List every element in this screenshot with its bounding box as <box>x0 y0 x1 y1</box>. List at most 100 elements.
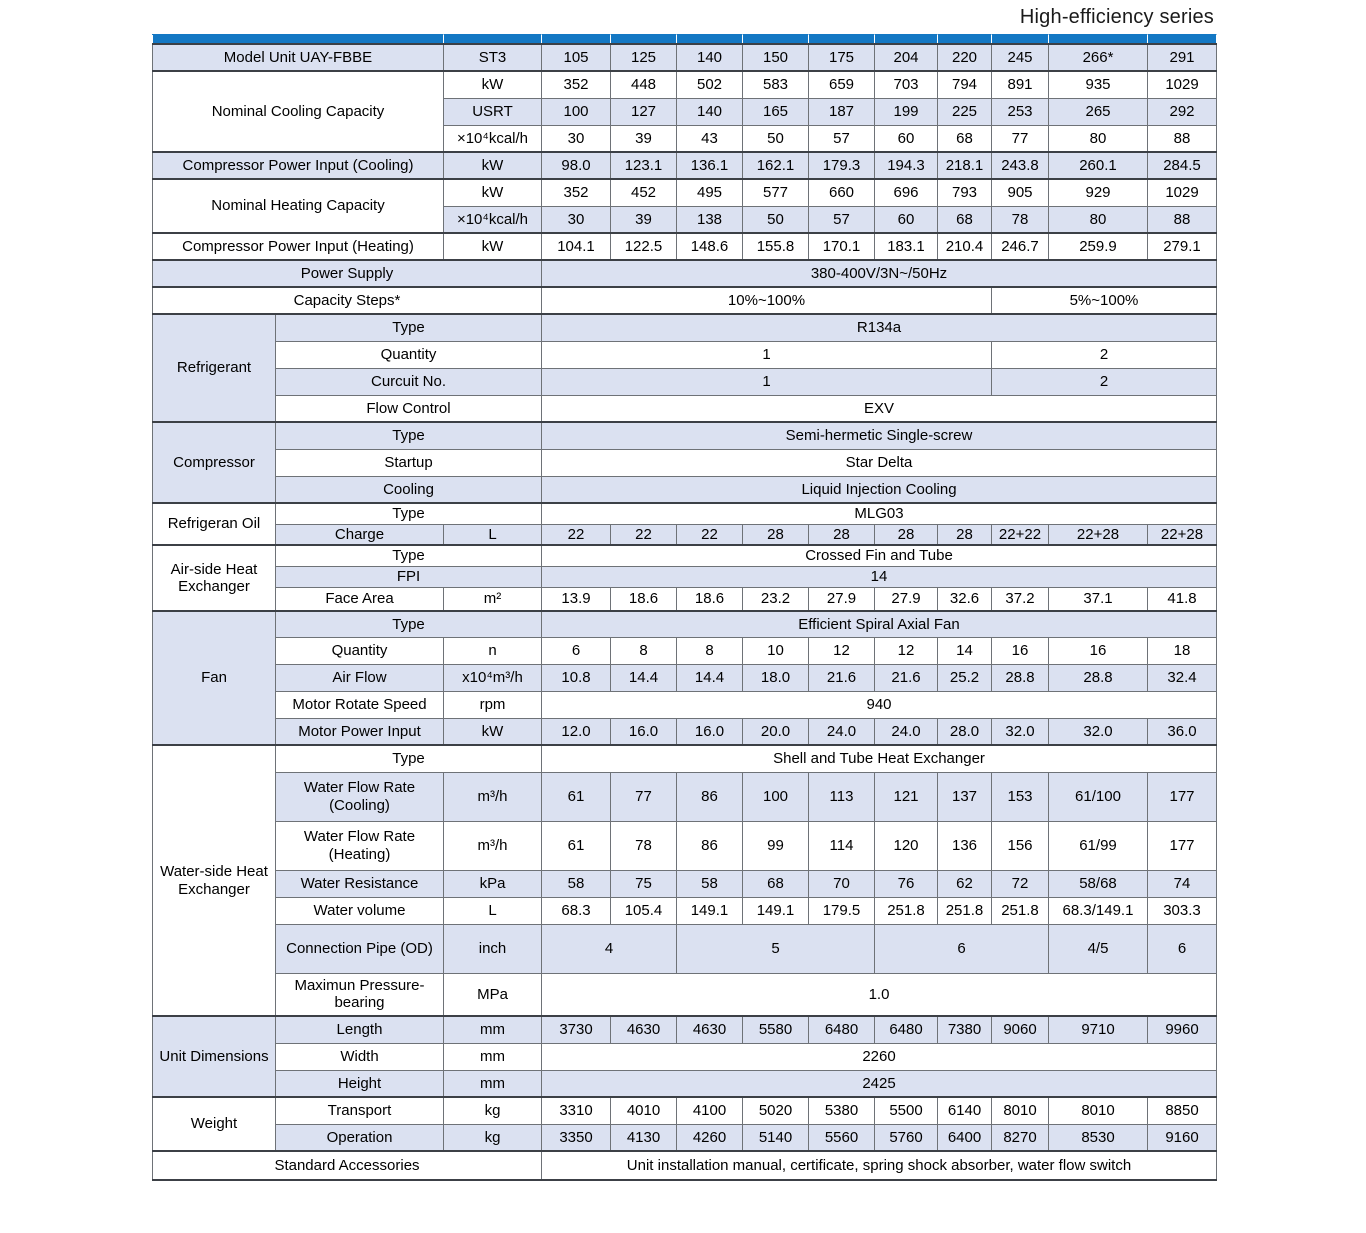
row-label: Type <box>275 744 542 773</box>
value-cell: 5500 <box>874 1096 938 1125</box>
value-cell: 80 <box>1048 205 1148 234</box>
value-cell: 3730 <box>541 1015 611 1044</box>
value-cell: 68 <box>937 205 992 234</box>
table-row: Standard Accessories Unit installation ma… <box>152 1150 1217 1181</box>
value-cell: 136 <box>937 820 992 871</box>
value-cell: 935 <box>1048 70 1148 99</box>
value-cell: 140 <box>676 97 743 126</box>
value-cell: 18.0 <box>742 663 809 692</box>
value-cell: 75 <box>610 869 677 898</box>
accent-bar-segment <box>541 34 611 45</box>
value-cell: 793 <box>937 178 992 207</box>
row-label: Cooling <box>275 475 542 504</box>
row-label: Type <box>275 544 542 567</box>
value-cell: 98.0 <box>541 151 611 180</box>
value-cell: 4260 <box>676 1123 743 1152</box>
accent-bar-segment <box>443 34 542 45</box>
value-cell: 696 <box>874 178 938 207</box>
row-label: Motor Rotate Speed <box>275 690 444 719</box>
value-cell: 292 <box>1147 97 1217 126</box>
value-cell: 18 <box>1147 636 1217 665</box>
table-row: Compressor Power Input (Cooling) kW 98.0 12… <box>152 151 1217 180</box>
row-label: Type <box>275 502 542 525</box>
table-row: Refrigerant Type R134a <box>152 313 1217 423</box>
value-cell: 7380 <box>937 1015 992 1044</box>
value-cell: 61 <box>541 820 611 871</box>
value-cell: 43 <box>676 124 743 153</box>
value-cell: 23.2 <box>742 586 809 612</box>
value-cell: 12 <box>808 636 875 665</box>
value-cell: 703 <box>874 70 938 99</box>
value-cell: 577 <box>742 178 809 207</box>
row-label: Water Resistance <box>275 869 444 898</box>
unit-cell: mm <box>443 1015 542 1044</box>
value-cell: 4010 <box>610 1096 677 1125</box>
value-cell: 4 <box>541 923 677 974</box>
table-row: Water Flow Rate (Heating) m³/h 61 78 86 99 114… <box>152 820 1217 871</box>
value-cell: 204 <box>874 43 938 72</box>
value-cell: 28.8 <box>1048 663 1148 692</box>
value-cell: 28 <box>937 523 992 546</box>
unit-cell: m³/h <box>443 820 542 871</box>
value-cell: 140 <box>676 43 743 72</box>
value-cell: 9960 <box>1147 1015 1217 1044</box>
value-cell: 39 <box>610 205 677 234</box>
value-cell: 5560 <box>808 1123 875 1152</box>
value-cell: 20.0 <box>742 717 809 746</box>
accent-bar-segment <box>152 34 444 45</box>
value-cell: 5020 <box>742 1096 809 1125</box>
row-label: Length <box>275 1015 444 1044</box>
value-cell: 28 <box>874 523 938 546</box>
table-row: Nominal Cooling Capacity kW 352 448 502 583 65… <box>152 70 1217 153</box>
value-cell: 123.1 <box>610 151 677 180</box>
value-cell: 104.1 <box>541 232 611 261</box>
value-cell: 199 <box>874 97 938 126</box>
header-accent-bar <box>152 34 1217 45</box>
table-row: Compressor Type Semi-hermetic Single-screw <box>152 421 1217 504</box>
table-row: Quantity 1 2 <box>152 340 1217 369</box>
accent-bar-segment <box>1048 34 1148 45</box>
value-cell: 9060 <box>991 1015 1049 1044</box>
value-cell: 27.9 <box>808 586 875 612</box>
value-cell: 660 <box>808 178 875 207</box>
row-label: Water Flow Rate (Heating) <box>275 820 444 871</box>
value-cell: 2 <box>991 340 1217 369</box>
unit-cell: MPa <box>443 972 542 1017</box>
table-row: Water volume L 68.3 105.4 149.1 149.1 179.5 251… <box>152 896 1217 925</box>
table-row: Width mm 2260 <box>152 1042 1217 1071</box>
value-cell: 16 <box>991 636 1049 665</box>
value-cell: 58 <box>541 869 611 898</box>
value-cell: 14 <box>937 636 992 665</box>
value-cell: 105 <box>541 43 611 72</box>
value-cell: 253 <box>991 97 1049 126</box>
value-cell: 41.8 <box>1147 586 1217 612</box>
table-row: Water-side Heat Exchanger Type Shell and T… <box>152 744 1217 1017</box>
table-row: Fan Type Efficient Spiral Axial Fan <box>152 610 1217 746</box>
value-cell: 8 <box>676 636 743 665</box>
value-cell: 5760 <box>874 1123 938 1152</box>
value-cell: 251.8 <box>874 896 938 925</box>
row-label: Model Unit UAY-FBBE <box>152 43 444 72</box>
unit-cell: L <box>443 896 542 925</box>
value-cell: 5 <box>676 923 875 974</box>
table-row: Operation kg 3350 4130 4260 5140 5560 5760 6400 8… <box>152 1123 1217 1152</box>
row-label: Type <box>275 610 542 638</box>
value-cell: 452 <box>610 178 677 207</box>
value-cell: 8010 <box>991 1096 1049 1125</box>
value-cell: EXV <box>541 394 1217 423</box>
value-cell: 5%~100% <box>991 286 1217 315</box>
value-cell: 30 <box>541 124 611 153</box>
spec-table: Model Unit UAY-FBBE ST3 105 125 140 150 175 204… <box>152 34 1217 1181</box>
value-cell: 62 <box>937 869 992 898</box>
value-cell: 125 <box>610 43 677 72</box>
value-cell: 72 <box>991 869 1049 898</box>
value-cell: 12 <box>874 636 938 665</box>
value-cell: 162.1 <box>742 151 809 180</box>
table-row: Startup Star Delta <box>152 448 1217 477</box>
value-cell: 86 <box>676 820 743 871</box>
value-cell: 266* <box>1048 43 1148 72</box>
value-cell: 10 <box>742 636 809 665</box>
value-cell: 284.5 <box>1147 151 1217 180</box>
row-label: Height <box>275 1069 444 1098</box>
unit-cell: ×10⁴kcal/h <box>443 205 542 234</box>
